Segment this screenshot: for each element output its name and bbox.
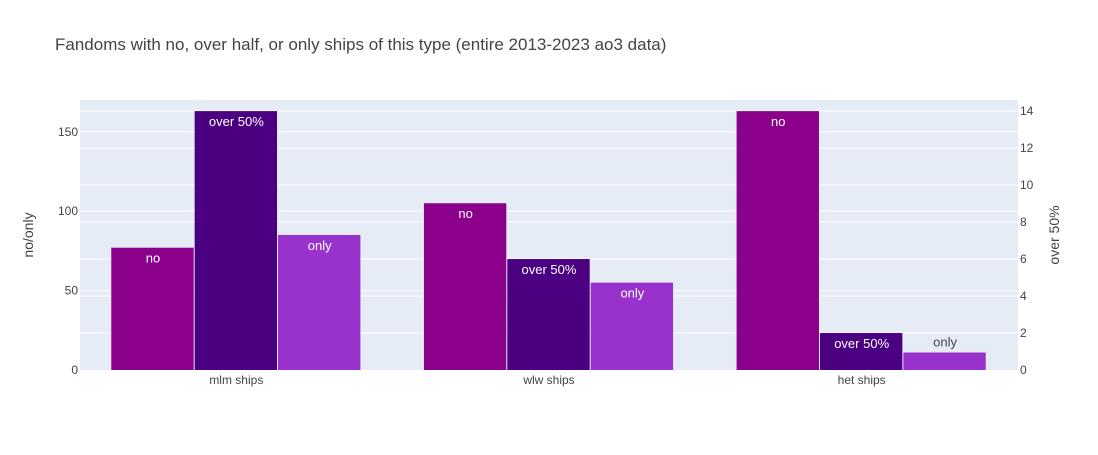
bar-no [111, 247, 194, 370]
bar-label: no [458, 206, 472, 221]
bar-over-50- [194, 111, 278, 371]
chart-title: Fandoms with no, over half, or only ship… [55, 35, 666, 54]
bar-label: no [771, 114, 785, 129]
bar-label: no [146, 251, 160, 266]
bar-label: over 50% [522, 262, 577, 277]
y-tick-label: 0 [71, 363, 78, 377]
y2-tick-label: 6 [1020, 252, 1027, 266]
y2-axis-ticks: 0 2 4 6 8 10 12 14 [1020, 104, 1034, 377]
bar-label: only [308, 238, 332, 253]
bar-only [903, 352, 986, 370]
bar-only [590, 282, 674, 370]
bar-over-50- [507, 259, 590, 370]
y2-tick-label: 4 [1020, 289, 1027, 303]
y-axis-ticks: 0 50 100 150 [58, 125, 78, 377]
y-tick-label: 50 [65, 284, 79, 298]
y2-tick-label: 14 [1020, 104, 1034, 118]
y2-tick-label: 10 [1020, 178, 1034, 192]
bar-label: over 50% [209, 114, 264, 129]
x-tick-label: mlm ships [209, 373, 263, 387]
x-axis-ticks: mlm ships wlw ships het ships [209, 373, 885, 387]
bar-label: only [933, 335, 957, 350]
bar-over-50- [819, 333, 903, 370]
bar-no [736, 111, 819, 370]
y-tick-label: 100 [58, 204, 78, 218]
bar-only [278, 235, 361, 370]
bar-no [423, 203, 507, 370]
y2-tick-label: 12 [1020, 141, 1034, 155]
y2-tick-label: 0 [1020, 363, 1027, 377]
y-axis-title: no/only [20, 212, 36, 257]
bar-label: over 50% [834, 336, 889, 351]
x-tick-label: wlw ships [522, 373, 574, 387]
x-tick-label: het ships [838, 373, 886, 387]
bars [111, 111, 986, 371]
y2-axis-title: over 50% [1046, 205, 1062, 264]
y-tick-label: 150 [58, 125, 78, 139]
bar-label: only [620, 286, 644, 301]
y2-tick-label: 8 [1020, 215, 1027, 229]
bar-labels: no over 50% only no over 50% only no over 50% on… [146, 114, 958, 351]
y2-tick-label: 2 [1020, 326, 1027, 340]
